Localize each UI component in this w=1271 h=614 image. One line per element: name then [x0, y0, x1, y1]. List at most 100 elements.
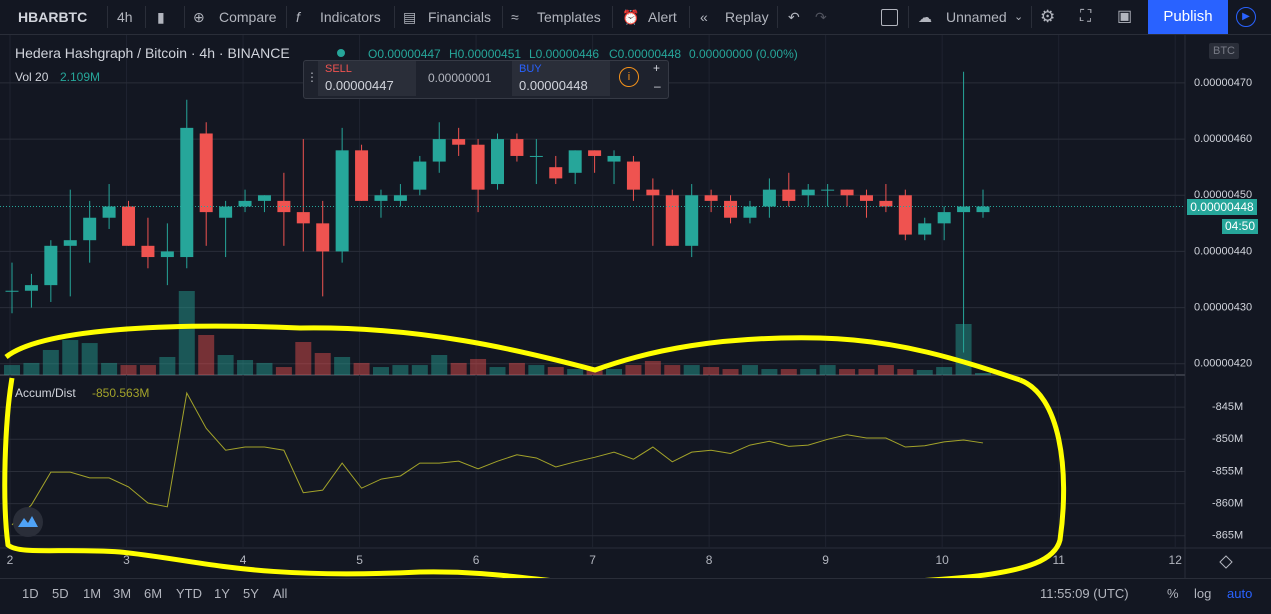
compare-button[interactable]: Compare: [219, 9, 277, 25]
candle-body: [277, 200, 291, 213]
auto-toggle[interactable]: auto: [1227, 586, 1253, 601]
range-button[interactable]: 5Y: [243, 586, 259, 601]
templates-button[interactable]: Templates: [537, 9, 601, 25]
candle-body: [704, 195, 718, 201]
volume-bar: [295, 342, 312, 375]
financials-icon[interactable]: ▤: [403, 9, 417, 25]
range-button[interactable]: 1D: [22, 586, 39, 601]
candle-body: [743, 206, 757, 218]
x-tick-label: 2: [7, 553, 14, 567]
range-button[interactable]: All: [273, 586, 288, 601]
alert-icon[interactable]: ⏰: [622, 9, 640, 25]
y-tick-label: -850M: [1212, 433, 1243, 445]
y-tick-label: 0.00000460: [1194, 133, 1252, 145]
volume-bar: [217, 354, 234, 375]
interval[interactable]: 4h: [117, 9, 133, 25]
volume-bar: [508, 362, 525, 375]
candle-body: [859, 195, 873, 201]
logo-icon: [18, 516, 38, 527]
volume-bar: [353, 362, 370, 375]
y-tick-label: 0.00000450: [1194, 189, 1252, 201]
countdown-label: 04:50: [1222, 219, 1258, 234]
sell-label[interactable]: SELL: [325, 63, 352, 75]
compare-icon[interactable]: ⊕: [193, 9, 205, 25]
symbol[interactable]: HBARBTC: [18, 9, 88, 25]
y-tick-label: -865M: [1212, 530, 1243, 542]
candle-body: [83, 217, 97, 241]
volume-bar: [858, 369, 875, 375]
volume-bar: [334, 356, 351, 375]
info-icon[interactable]: i: [619, 67, 639, 87]
cloud-icon[interactable]: ☁: [918, 9, 932, 25]
sell-price[interactable]: 0.00000447: [325, 78, 394, 93]
play-button[interactable]: ▶: [1236, 7, 1256, 27]
settings-icon[interactable]: [1219, 555, 1233, 569]
templates-icon[interactable]: ≈: [511, 9, 519, 25]
volume-bar: [178, 291, 195, 375]
clock[interactable]: 11:55:09 (UTC): [1040, 586, 1129, 601]
log-toggle[interactable]: log: [1194, 586, 1212, 601]
layout-dropdown[interactable]: ⌄: [1014, 11, 1024, 23]
drag-handle[interactable]: ⋮: [306, 70, 318, 84]
candle-body: [296, 212, 310, 224]
range-button[interactable]: 3M: [113, 586, 132, 601]
publish-button[interactable]: Publish: [1148, 0, 1228, 34]
fullscreen-button[interactable]: ⛶: [1080, 8, 1092, 25]
candle-body: [646, 189, 660, 196]
volume-bar: [819, 365, 836, 375]
range-button[interactable]: 5D: [52, 586, 69, 601]
snapshot-button[interactable]: ▣: [1117, 8, 1133, 25]
candle-body: [568, 150, 582, 173]
increase-button[interactable]: +: [653, 61, 661, 75]
sell-button[interactable]: [318, 61, 416, 96]
candle-body: [452, 139, 466, 145]
settings-button[interactable]: ⚙: [1040, 7, 1056, 26]
percent-toggle[interactable]: %: [1167, 586, 1179, 601]
alert-button[interactable]: Alert: [648, 9, 677, 25]
redo-button[interactable]: ↷: [815, 9, 827, 25]
buy-button[interactable]: [512, 61, 610, 96]
volume-bar: [256, 362, 273, 375]
range-button[interactable]: 6M: [144, 586, 163, 601]
volume-bar: [722, 369, 739, 375]
undo-button[interactable]: ↶: [788, 9, 800, 25]
candle-body: [626, 161, 640, 190]
chart-type-button[interactable]: ▮: [157, 9, 165, 25]
y-tick-label: -855M: [1212, 465, 1243, 477]
separator: [1031, 6, 1032, 28]
candle-body: [937, 212, 951, 224]
range-button[interactable]: 1M: [83, 586, 102, 601]
separator: [107, 6, 108, 28]
buy-price[interactable]: 0.00000448: [519, 78, 588, 93]
range-button[interactable]: 1Y: [214, 586, 230, 601]
volume-bar: [23, 362, 40, 375]
decrease-button[interactable]: –: [654, 79, 661, 93]
range-button[interactable]: YTD: [176, 586, 202, 601]
toolbar: [0, 0, 1271, 35]
volume-bar: [101, 362, 118, 375]
candle-body: [724, 200, 738, 218]
candle-body: [588, 150, 602, 156]
fullscreen-checkbox[interactable]: [881, 9, 898, 26]
replay-icon[interactable]: «: [700, 9, 708, 25]
volume-bar: [392, 365, 409, 375]
volume-bar: [936, 367, 953, 375]
candle-body: [180, 127, 194, 258]
candle-body: [918, 223, 932, 235]
indicators-icon[interactable]: f: [296, 9, 300, 25]
candle-body: [102, 206, 116, 218]
replay-button[interactable]: Replay: [725, 9, 769, 25]
candle-body: [199, 133, 213, 213]
financials-button[interactable]: Financials: [428, 9, 492, 25]
candle-body: [879, 200, 893, 207]
indicators-button[interactable]: Indicators: [320, 9, 381, 25]
volume-bar: [975, 373, 991, 375]
candle-body: [141, 245, 155, 258]
x-tick-label: 6: [473, 553, 480, 567]
separator: [145, 6, 146, 28]
volume-value: 2.109M: [60, 70, 101, 84]
layout-name[interactable]: Unnamed: [946, 9, 1007, 25]
separator: [908, 6, 909, 28]
buy-label[interactable]: BUY: [519, 63, 542, 75]
indicator-line: [11, 391, 984, 526]
